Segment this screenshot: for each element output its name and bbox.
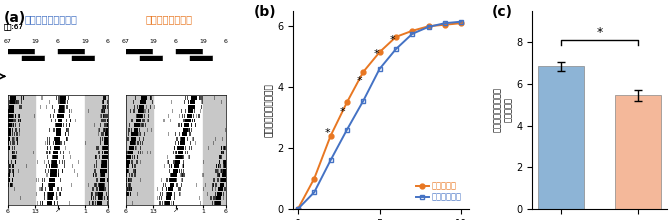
Y-axis label: 行動リズムの位相変化: 行動リズムの位相変化 [265, 83, 274, 137]
合成できない [441, 22, 449, 24]
Text: (a): (a) [3, 11, 25, 25]
Text: *: * [373, 49, 379, 59]
合成できない [343, 128, 351, 131]
Bar [614, 95, 661, 209]
合成できない [310, 191, 318, 194]
合成できる [294, 208, 302, 210]
合成できない [376, 68, 384, 70]
合成できる [343, 101, 351, 104]
合成できる [408, 29, 416, 32]
Text: (b): (b) [254, 5, 277, 19]
Line: 合成できない: 合成できない [295, 19, 464, 211]
Legend: 合成できる, 合成できない: 合成できる, 合成できない [413, 178, 465, 205]
Y-axis label: 時差ぼけが解消する
までの日数: 時差ぼけが解消する までの日数 [492, 88, 513, 132]
合成できる [457, 22, 465, 24]
Line: 合成できる: 合成できる [295, 21, 464, 211]
合成できる [310, 177, 318, 180]
Text: *: * [324, 128, 330, 138]
合成できる [359, 71, 367, 73]
合成できる [392, 36, 400, 38]
Text: 時刻:67: 時刻:67 [3, 24, 23, 31]
合成できない [425, 26, 433, 28]
合成できる [326, 135, 334, 137]
Text: 合成できるマウス: 合成できるマウス [145, 14, 192, 24]
Text: 合成できないマウス: 合成できないマウス [25, 14, 78, 24]
Bar [538, 66, 584, 209]
合成できない [408, 33, 416, 35]
合成できない [326, 159, 334, 161]
合成できない [294, 208, 302, 210]
合成できない [392, 48, 400, 50]
合成できる [441, 23, 449, 26]
Text: *: * [340, 106, 346, 117]
Text: *: * [390, 35, 395, 45]
合成できない [457, 20, 465, 23]
合成できない [359, 99, 367, 102]
合成できる [376, 51, 384, 53]
合成できる [425, 25, 433, 28]
Text: 時刻:67: 時刻:67 [3, 24, 23, 31]
Text: (c): (c) [492, 5, 513, 19]
Text: *: * [356, 76, 362, 86]
Text: *: * [596, 26, 602, 39]
